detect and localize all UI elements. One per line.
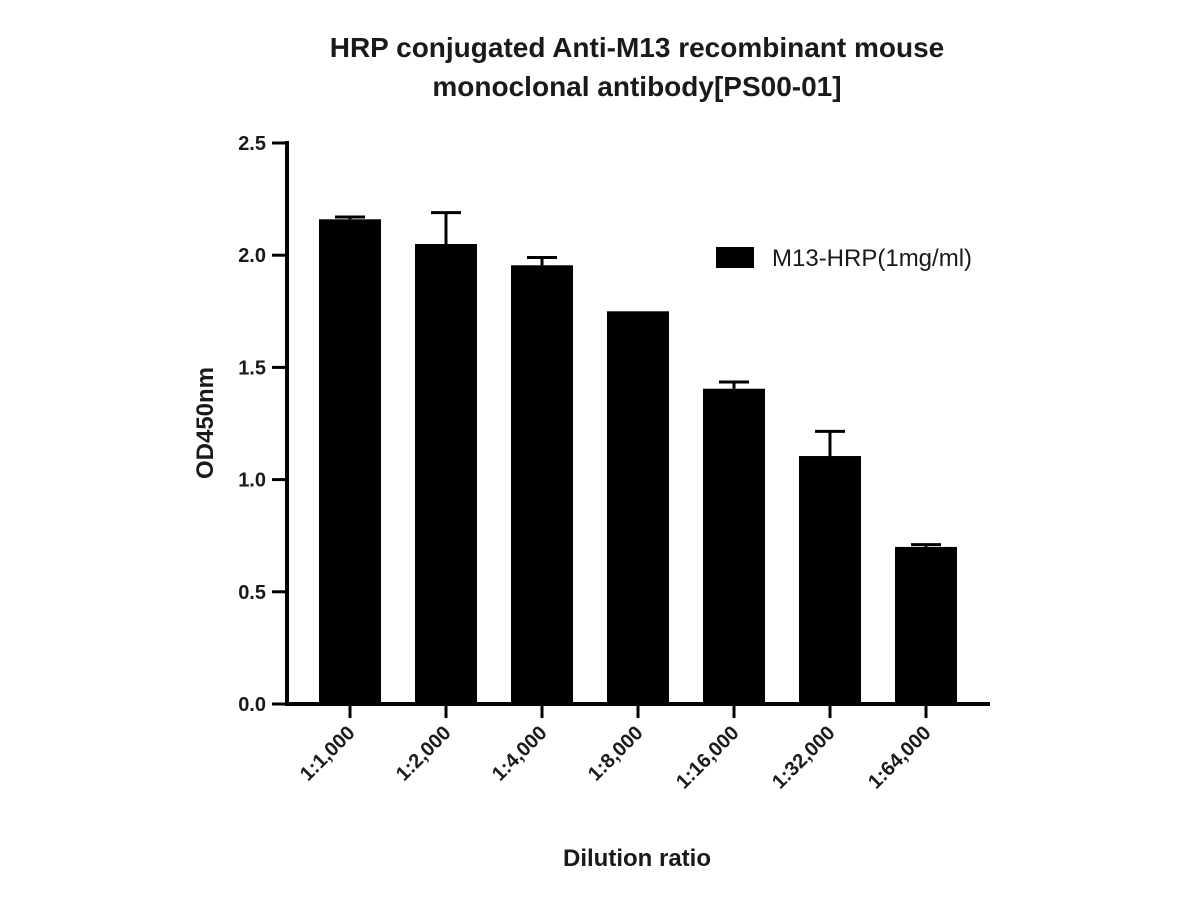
x-tick-label-0: 1:1,000 — [296, 722, 360, 786]
y-axis-label: OD450nm — [192, 367, 219, 479]
y-tick-label-4: 2.0 — [238, 245, 266, 267]
x-tick-label-3: 1:8,000 — [584, 722, 648, 786]
bar-6 — [895, 546, 957, 704]
bar-4 — [703, 388, 765, 704]
x-tick-label-5: 1:32,000 — [768, 722, 839, 793]
y-tick-label-3: 1.5 — [238, 357, 266, 379]
y-tick-label-2: 1.0 — [238, 470, 266, 492]
y-tick-label-1: 0.5 — [238, 582, 266, 604]
y-tick-label-5: 2.5 — [238, 133, 266, 155]
y-tick-label-0: 0.0 — [238, 694, 266, 716]
bar-0 — [319, 219, 381, 704]
legend-label: M13-HRP(1mg/ml) — [772, 245, 972, 272]
legend-swatch — [716, 247, 754, 268]
x-tick-label-6: 1:64,000 — [864, 722, 935, 793]
x-tick-label-1: 1:2,000 — [392, 722, 456, 786]
bar-5 — [799, 456, 861, 704]
x-tick-label-2: 1:4,000 — [488, 722, 552, 786]
bar-1 — [415, 243, 477, 705]
chart-title-line-2: monoclonal antibody[PS00-01] — [432, 71, 841, 102]
bar-2 — [511, 265, 573, 704]
x-tick-label-4: 1:16,000 — [672, 722, 743, 793]
x-axis-label: Dilution ratio — [563, 845, 711, 872]
chart-title-line-1: HRP conjugated Anti-M13 recombinant mous… — [330, 32, 945, 63]
plot-area: 0.0 0.5 1.0 1.5 2.0 2.5 1:1,000 1:2,000 1:4,000 1… — [238, 133, 957, 793]
legend: M13-HRP(1mg/ml) — [716, 245, 972, 272]
bar-3 — [607, 311, 669, 704]
